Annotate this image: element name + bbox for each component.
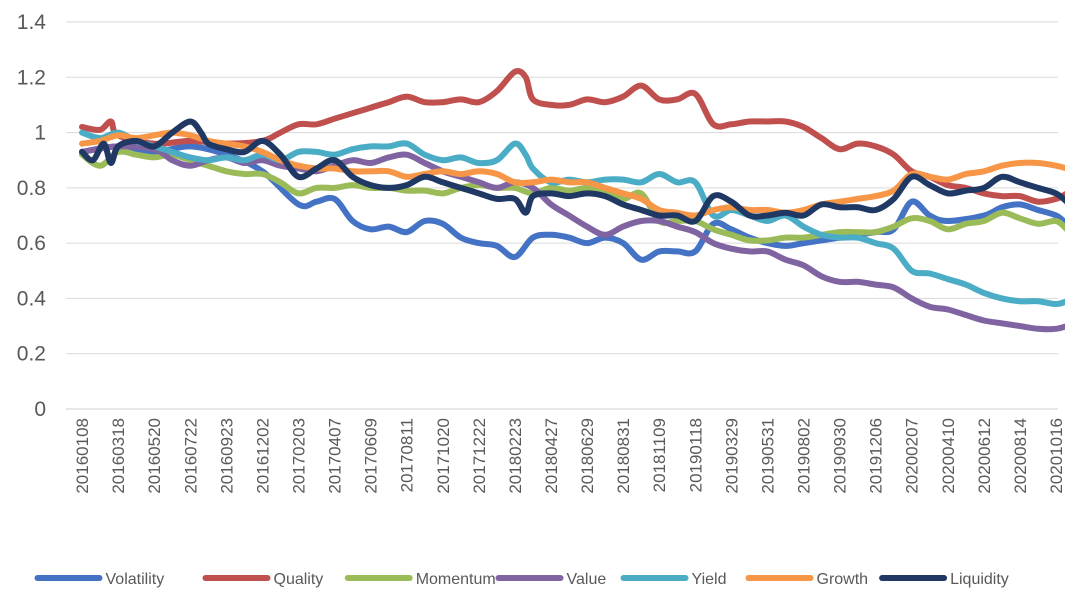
x-tick-label: 20171222 (470, 418, 489, 494)
series-lines (79, 68, 1065, 333)
y-tick-label: 0.2 (17, 343, 46, 366)
x-tick-label: 20200612 (975, 418, 994, 494)
legend-item-yield: Yield (620, 571, 727, 588)
legend-item-growth: Growth (745, 571, 869, 588)
x-tick-label: 20180427 (542, 418, 561, 494)
x-tick-label: 20160923 (217, 418, 236, 494)
y-tick-label: 1.4 (17, 11, 47, 34)
x-tick-label: 20161202 (253, 418, 272, 494)
legend-label: Growth (817, 571, 869, 588)
x-tick-label: 20180223 (506, 418, 525, 494)
x-tick-label: 20190118 (686, 418, 705, 492)
series-line-liquidity (79, 118, 1065, 225)
x-tick-label: 20191206 (867, 418, 886, 494)
x-tick-label: 20170811 (398, 418, 417, 492)
x-tick-label: 20170609 (362, 418, 381, 494)
legend-item-quality: Quality (202, 571, 324, 588)
x-axis-tick-labels: 20160108 20160318 20160520 20160722 20160923… (73, 418, 1065, 494)
y-tick-label: 0.6 (17, 232, 46, 255)
y-axis-tick-labels: 0 0.2 0.4 0.6 0.8 1 1.2 1.4 (17, 11, 47, 421)
series-line-value (79, 143, 1065, 333)
x-tick-label: 20200207 (903, 418, 922, 494)
legend-label: Value (567, 571, 607, 588)
x-tick-label: 20190329 (722, 418, 741, 494)
x-tick-label: 20171020 (434, 418, 453, 494)
x-tick-label: 20160318 (109, 418, 128, 494)
x-tick-label: 20190802 (794, 418, 813, 494)
x-tick-label: 20160108 (73, 418, 92, 494)
x-tick-label: 20200814 (1011, 418, 1030, 494)
legend-label: Yield (692, 571, 727, 588)
legend-item-liquidity: Liquidity (879, 571, 1009, 588)
legend-item-value: Value (495, 571, 607, 588)
legend-label: Liquidity (950, 571, 1009, 588)
x-tick-label: 20160520 (145, 418, 164, 494)
x-tick-label: 20190930 (831, 418, 850, 494)
x-tick-label: 20181109 (650, 418, 669, 492)
y-tick-label: 1.2 (17, 66, 46, 89)
x-tick-label: 20190531 (758, 418, 777, 494)
legend-label: Volatility (106, 571, 165, 588)
legend-label: Quality (274, 571, 324, 588)
x-tick-label: 20180831 (614, 418, 633, 494)
y-tick-label: 0.8 (17, 177, 46, 200)
x-tick-label: 20180629 (578, 418, 597, 494)
x-tick-label: 20200410 (939, 418, 958, 494)
legend-item-volatility: Volatility (34, 571, 165, 588)
legend: Volatility Quality Momentum Value Yield Growt… (34, 571, 1009, 588)
x-tick-label: 20160722 (181, 418, 200, 494)
x-tick-label: 20201016 (1047, 418, 1065, 494)
legend-item-momentum: Momentum (344, 571, 496, 588)
x-tick-label: 20170203 (289, 418, 308, 494)
gridlines (66, 21, 1058, 410)
x-tick-label: 20170407 (326, 418, 345, 494)
y-tick-label: 0.4 (17, 287, 47, 310)
y-tick-label: 1 (34, 122, 46, 145)
y-tick-label: 0 (34, 398, 46, 421)
legend-label: Momentum (416, 571, 496, 588)
series-line-momentum (79, 148, 1065, 244)
